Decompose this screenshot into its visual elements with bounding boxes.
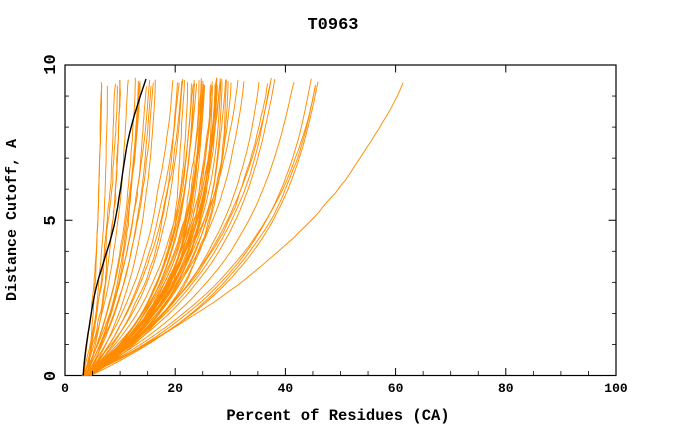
svg-text:0: 0 [42,371,61,381]
svg-text:T0963: T0963 [307,16,358,35]
svg-text:Percent of Residues (CA): Percent of Residues (CA) [226,407,449,425]
svg-text:60: 60 [388,381,404,396]
svg-text:100: 100 [604,381,628,396]
svg-text:Distance Cutoff, A: Distance Cutoff, A [4,139,21,301]
svg-text:10: 10 [42,54,61,74]
svg-text:5: 5 [42,215,61,225]
svg-text:20: 20 [167,381,183,396]
svg-text:0: 0 [61,381,69,396]
svg-text:80: 80 [498,381,514,396]
svg-text:40: 40 [278,381,294,396]
